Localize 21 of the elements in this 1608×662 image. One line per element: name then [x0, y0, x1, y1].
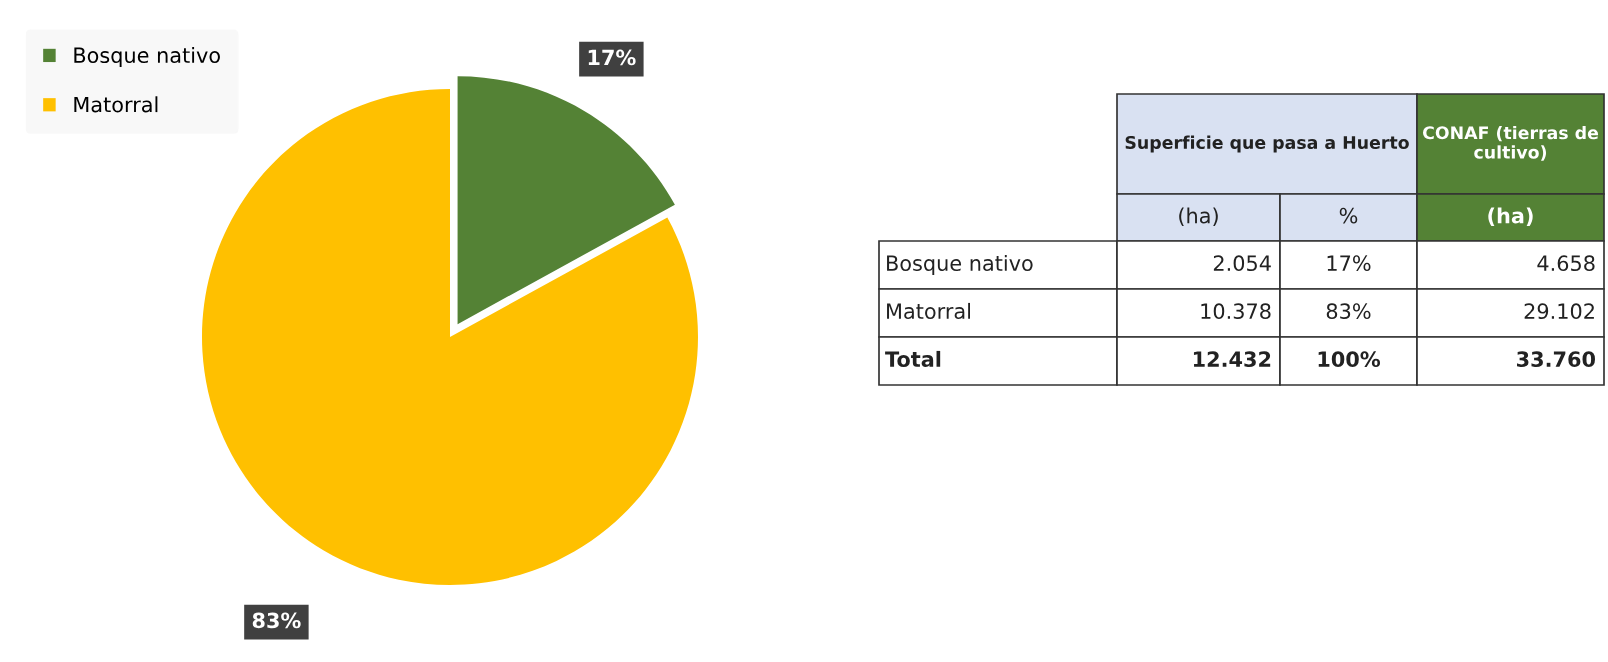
- text: 12.432: [1193, 351, 1271, 368]
- text: Bosque nativo: [887, 254, 1033, 276]
- text: 33.760: [1517, 351, 1596, 368]
- text: %: [1339, 207, 1358, 224]
- text: 10.378: [1201, 303, 1271, 320]
- text: 100%: [1318, 351, 1381, 368]
- text: 83%: [1326, 303, 1371, 320]
- text: 29.102: [1524, 303, 1594, 320]
- text: CONAF (tierras de cultivo): [1422, 125, 1599, 161]
- legend-label: Matorral: [74, 96, 158, 113]
- data-label: 83%: [252, 612, 301, 629]
- text: (ha): [1179, 207, 1218, 226]
- text: 2.054: [1213, 255, 1271, 272]
- text: 4.658: [1537, 255, 1595, 272]
- text: 17%: [1327, 255, 1371, 272]
- text: (ha): [1488, 207, 1533, 226]
- text: Total: [885, 350, 941, 368]
- data-label: 17%: [588, 49, 636, 66]
- legend-label: Bosque nativo: [74, 46, 220, 68]
- text: Matorral: [887, 302, 971, 320]
- text: Superficie que pasa a Huerto: [1125, 135, 1409, 153]
